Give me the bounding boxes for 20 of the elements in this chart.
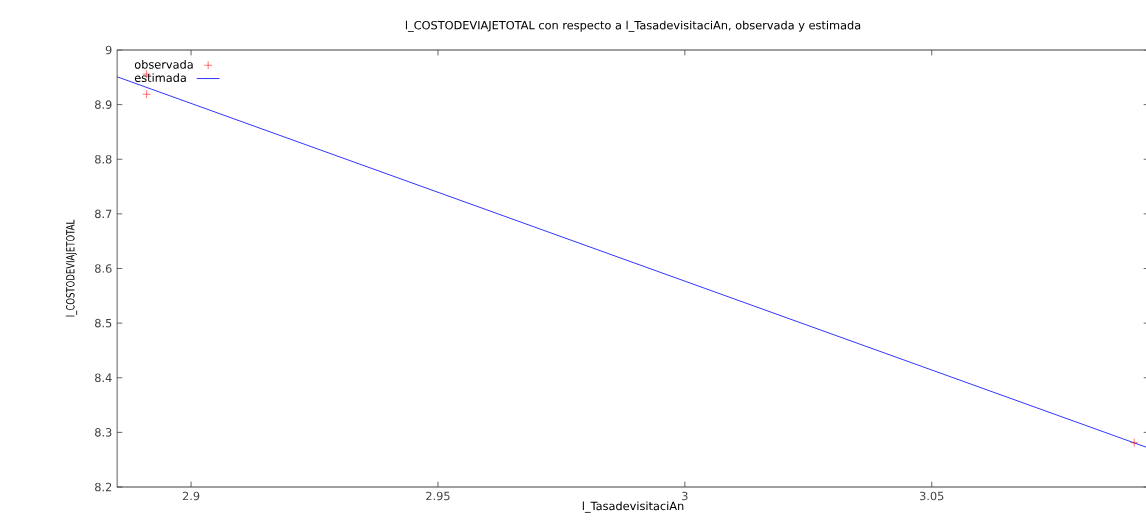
y-tick-label: 8.4 [95, 373, 112, 383]
y-tick-label: 8.3 [95, 428, 112, 437]
point [1129, 438, 1139, 448]
x-axis-title: l_TasadevisitaciAn [582, 501, 684, 513]
x-tick-label: 3.05 [919, 491, 944, 501]
legend-label: observada [134, 59, 193, 69]
y-tick-label: 9 [105, 45, 112, 55]
x-tick-label: 2.9 [182, 491, 200, 501]
y-tick-label: 8.7 [95, 209, 112, 219]
y-tick-label: 8.9 [95, 100, 112, 109]
y-axis-title: l_COSTODEVIAJETOTAL [65, 219, 78, 317]
x-tick-label: 2.95 [426, 491, 450, 501]
chart-title: l_COSTODEVIAJETOTAL con respecto a l_TasadevisitaciAn, observada y estimada [405, 20, 861, 32]
y-tick-label: 8.8 [95, 154, 112, 164]
y-tick-label: 8.2 [95, 482, 112, 492]
point [142, 89, 151, 99]
y-tick-label: 8.5 [95, 318, 112, 328]
y-tick-label: 8.6 [95, 264, 112, 273]
x-tick-label: 3 [682, 491, 688, 501]
legend-label: estimada [134, 73, 186, 83]
